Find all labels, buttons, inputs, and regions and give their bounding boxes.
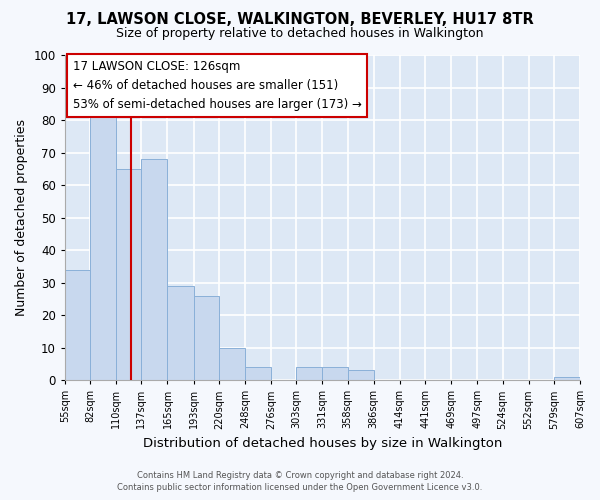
Y-axis label: Number of detached properties: Number of detached properties (15, 119, 28, 316)
Bar (116, 169, 142, 380)
Bar (65, 270, 90, 380)
Bar (554, 377, 580, 380)
Bar (194, 296, 219, 380)
Bar (142, 159, 167, 380)
Bar (322, 367, 347, 380)
Bar (245, 367, 271, 380)
Text: 17, LAWSON CLOSE, WALKINGTON, BEVERLEY, HU17 8TR: 17, LAWSON CLOSE, WALKINGTON, BEVERLEY, … (66, 12, 534, 28)
Bar (296, 367, 322, 380)
Text: 17 LAWSON CLOSE: 126sqm
← 46% of detached houses are smaller (151)
53% of semi-d: 17 LAWSON CLOSE: 126sqm ← 46% of detache… (73, 60, 361, 111)
Bar (167, 286, 194, 380)
Text: Contains HM Land Registry data © Crown copyright and database right 2024.
Contai: Contains HM Land Registry data © Crown c… (118, 471, 482, 492)
Bar (219, 348, 245, 380)
Bar (347, 370, 374, 380)
X-axis label: Distribution of detached houses by size in Walkington: Distribution of detached houses by size … (143, 437, 502, 450)
Text: Size of property relative to detached houses in Walkington: Size of property relative to detached ho… (116, 28, 484, 40)
Bar (90, 114, 116, 380)
